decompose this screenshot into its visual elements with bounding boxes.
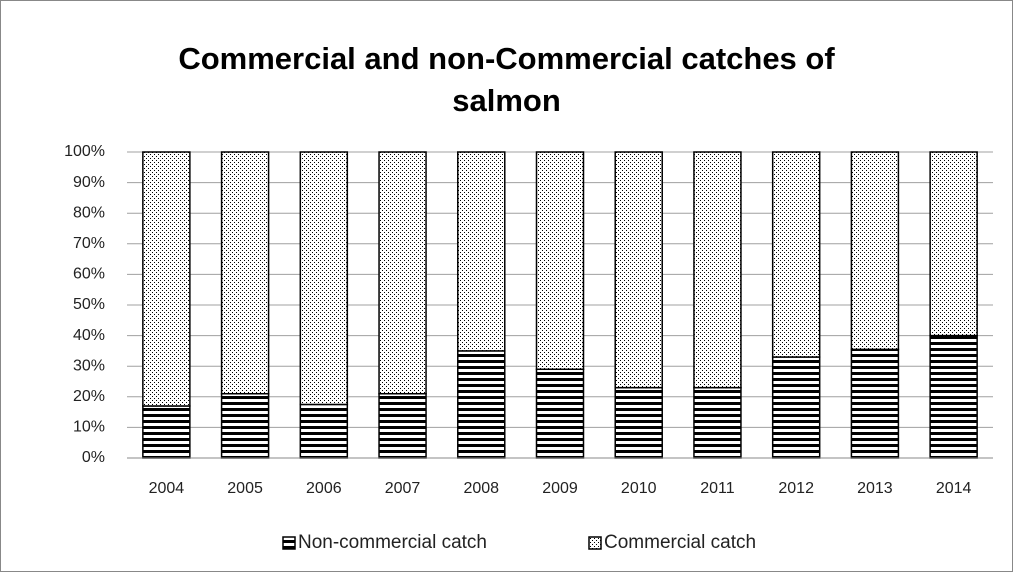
legend-label: Commercial catch — [604, 532, 756, 553]
y-tick-label: 10% — [73, 419, 105, 436]
bar-segment — [378, 392, 427, 459]
bar-segment — [142, 151, 191, 407]
bar-segment — [220, 151, 270, 395]
legend-label: Non-commercial catch — [298, 532, 487, 553]
y-tick-label: 90% — [73, 174, 105, 191]
x-tick-label: 2013 — [857, 480, 893, 497]
legend-swatch — [282, 536, 296, 550]
y-tick-label: 30% — [73, 357, 105, 374]
bar-segment — [378, 151, 427, 395]
x-tick-label: 2007 — [385, 480, 421, 497]
x-tick-label: 2008 — [463, 480, 499, 497]
bar-segment — [771, 151, 821, 358]
x-tick-label: 2014 — [936, 480, 972, 497]
bar-segment — [457, 350, 506, 459]
x-tick-label: 2006 — [306, 480, 342, 497]
bar-segment — [457, 151, 506, 352]
y-tick-label: 100% — [64, 143, 105, 160]
bar-segment — [771, 356, 821, 459]
bar-segment — [535, 151, 585, 371]
x-tick-label: 2004 — [149, 480, 185, 497]
bar-segment — [299, 151, 349, 406]
y-tick-label: 20% — [73, 388, 105, 405]
bar-segment — [929, 151, 978, 337]
bar-segment — [614, 151, 663, 389]
y-tick-label: 80% — [73, 204, 105, 221]
bar-segment — [693, 151, 742, 389]
bar-segment — [850, 348, 900, 459]
bar-segment — [299, 403, 349, 459]
bar-segment — [142, 405, 191, 459]
bar-segment — [929, 334, 978, 459]
x-tick-label: 2005 — [227, 480, 263, 497]
x-tick-label: 2010 — [621, 480, 657, 497]
y-tick-label: 70% — [73, 235, 105, 252]
bar-segment — [535, 368, 585, 459]
y-tick-label: 50% — [73, 296, 105, 313]
bar-segment — [220, 392, 270, 459]
legend-swatch — [588, 536, 602, 550]
y-tick-label: 60% — [73, 266, 105, 283]
x-tick-label: 2012 — [778, 480, 814, 497]
y-tick-label: 40% — [73, 327, 105, 344]
bar-segment — [693, 386, 742, 459]
bar-segment — [850, 151, 900, 351]
x-tick-label: 2011 — [700, 480, 735, 497]
y-tick-label: 0% — [82, 449, 105, 466]
bar-segment — [614, 386, 663, 459]
chart-title: Commercial and non-Commercial catches of… — [178, 41, 835, 118]
x-tick-label: 2009 — [542, 480, 578, 497]
